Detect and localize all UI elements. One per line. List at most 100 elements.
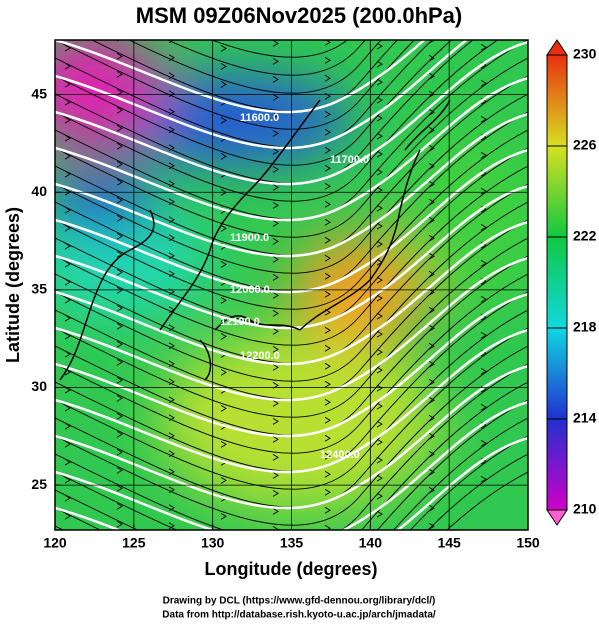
streamline [55, 57, 528, 238]
wind-arrow [376, 150, 383, 158]
streamline [55, 237, 528, 418]
wind-arrow [168, 450, 175, 458]
wind-arrow [220, 62, 227, 70]
wind-arrow [324, 146, 331, 154]
contour-line [55, 184, 528, 330]
wind-arrow [64, 494, 71, 502]
wind-arrow [168, 216, 175, 224]
streamline [55, 435, 528, 530]
wind-arrow [324, 128, 331, 136]
wind-arrow [168, 126, 175, 134]
wind-arrow [168, 414, 175, 422]
wind-arrow [325, 543, 330, 549]
wind-arrow [272, 418, 279, 425]
streamline [55, 40, 433, 148]
wind-arrow [324, 164, 331, 172]
wind-arrow [272, 112, 279, 119]
wind-arrow [64, 422, 71, 430]
x-tick-label: 130 [201, 535, 225, 551]
colorbar-max-arrow [546, 39, 568, 56]
contour-line [55, 328, 528, 474]
wind-arrow [168, 252, 175, 260]
wind-arrow [376, 276, 383, 284]
streamline [55, 399, 528, 530]
wind-arrow [116, 376, 123, 384]
x-axis-label: Longitude (degrees) [204, 559, 377, 579]
wind-arrow [428, 378, 435, 386]
wind-arrow [64, 206, 71, 214]
streamline [90, 40, 398, 112]
wind-arrow [428, 72, 435, 80]
x-tick-label: 125 [122, 535, 146, 551]
wind-arrow [376, 168, 383, 176]
wind-arrow [324, 470, 331, 478]
y-tick-label: 25 [31, 476, 47, 492]
credit: Drawing by DCL (https://www.gfd-dennou.o… [163, 596, 436, 607]
wind-arrow [116, 358, 123, 366]
wind-arrow [272, 292, 279, 299]
wind-arrow [376, 114, 383, 122]
wind-arrow [428, 522, 435, 530]
wind-arrow [64, 242, 71, 250]
title: MSM 09Z06Nov2025 (200.0hPa) [136, 3, 463, 28]
wind-arrow [324, 452, 331, 460]
wind-arrow [64, 224, 71, 232]
wind-arrow [116, 484, 123, 492]
streamline [55, 111, 528, 292]
wind-arrow [376, 312, 383, 320]
wind-arrow [64, 350, 71, 358]
wind-arrow [64, 458, 71, 466]
wind-arrow [428, 468, 435, 476]
wind-arrow [480, 187, 487, 195]
wind-arrow [220, 116, 227, 124]
wind-arrow [428, 108, 435, 116]
wind-arrow [272, 454, 279, 461]
wind-arrow [272, 130, 279, 137]
colorbar-tick-label: 210 [573, 501, 597, 517]
wind-arrow [428, 270, 435, 278]
wind-arrow [428, 504, 435, 512]
wind-arrow [428, 162, 435, 170]
wind-arrow [272, 202, 279, 209]
streamline [55, 40, 499, 202]
streamline [55, 40, 453, 166]
wind-arrow [273, 544, 278, 550]
wind-arrow [117, 575, 122, 581]
wind-arrow [376, 240, 383, 248]
wind-arrow [64, 314, 71, 322]
streamline [55, 165, 528, 346]
field: 11600.0 11700.0 11900.0 12000.0 12100.0 12200… [55, 40, 528, 581]
wind-arrow [272, 256, 279, 263]
contour-line [55, 220, 528, 366]
wind-arrow [376, 60, 383, 68]
wind-arrow [272, 490, 279, 497]
wind-arrow [428, 180, 435, 188]
streamline [55, 183, 528, 364]
wind-arrow [116, 412, 123, 420]
wind-arrow [480, 439, 487, 447]
wind-arrow [480, 331, 487, 339]
wind-arrow [168, 180, 175, 188]
wind-arrow [64, 62, 71, 70]
wind-arrow [324, 416, 331, 424]
wind-arrow [168, 342, 175, 350]
contour-line [55, 400, 528, 530]
wind-arrow [428, 126, 435, 134]
streamline [55, 75, 528, 256]
wind-arrow [324, 290, 331, 298]
wind-arrow [376, 78, 383, 86]
wind-arrow [220, 152, 227, 160]
streamline [55, 93, 528, 274]
wind-arrow [272, 76, 279, 83]
wind-arrow [272, 94, 279, 101]
wind-arrow [480, 367, 487, 375]
wind-arrow [64, 44, 71, 52]
wind-arrow [324, 74, 331, 82]
colorbar [546, 54, 568, 511]
wind-arrow [64, 440, 71, 448]
wind-arrow [168, 90, 175, 98]
wind-arrow [116, 430, 123, 438]
wind-arrow [376, 366, 383, 374]
wind-arrow [272, 328, 279, 335]
